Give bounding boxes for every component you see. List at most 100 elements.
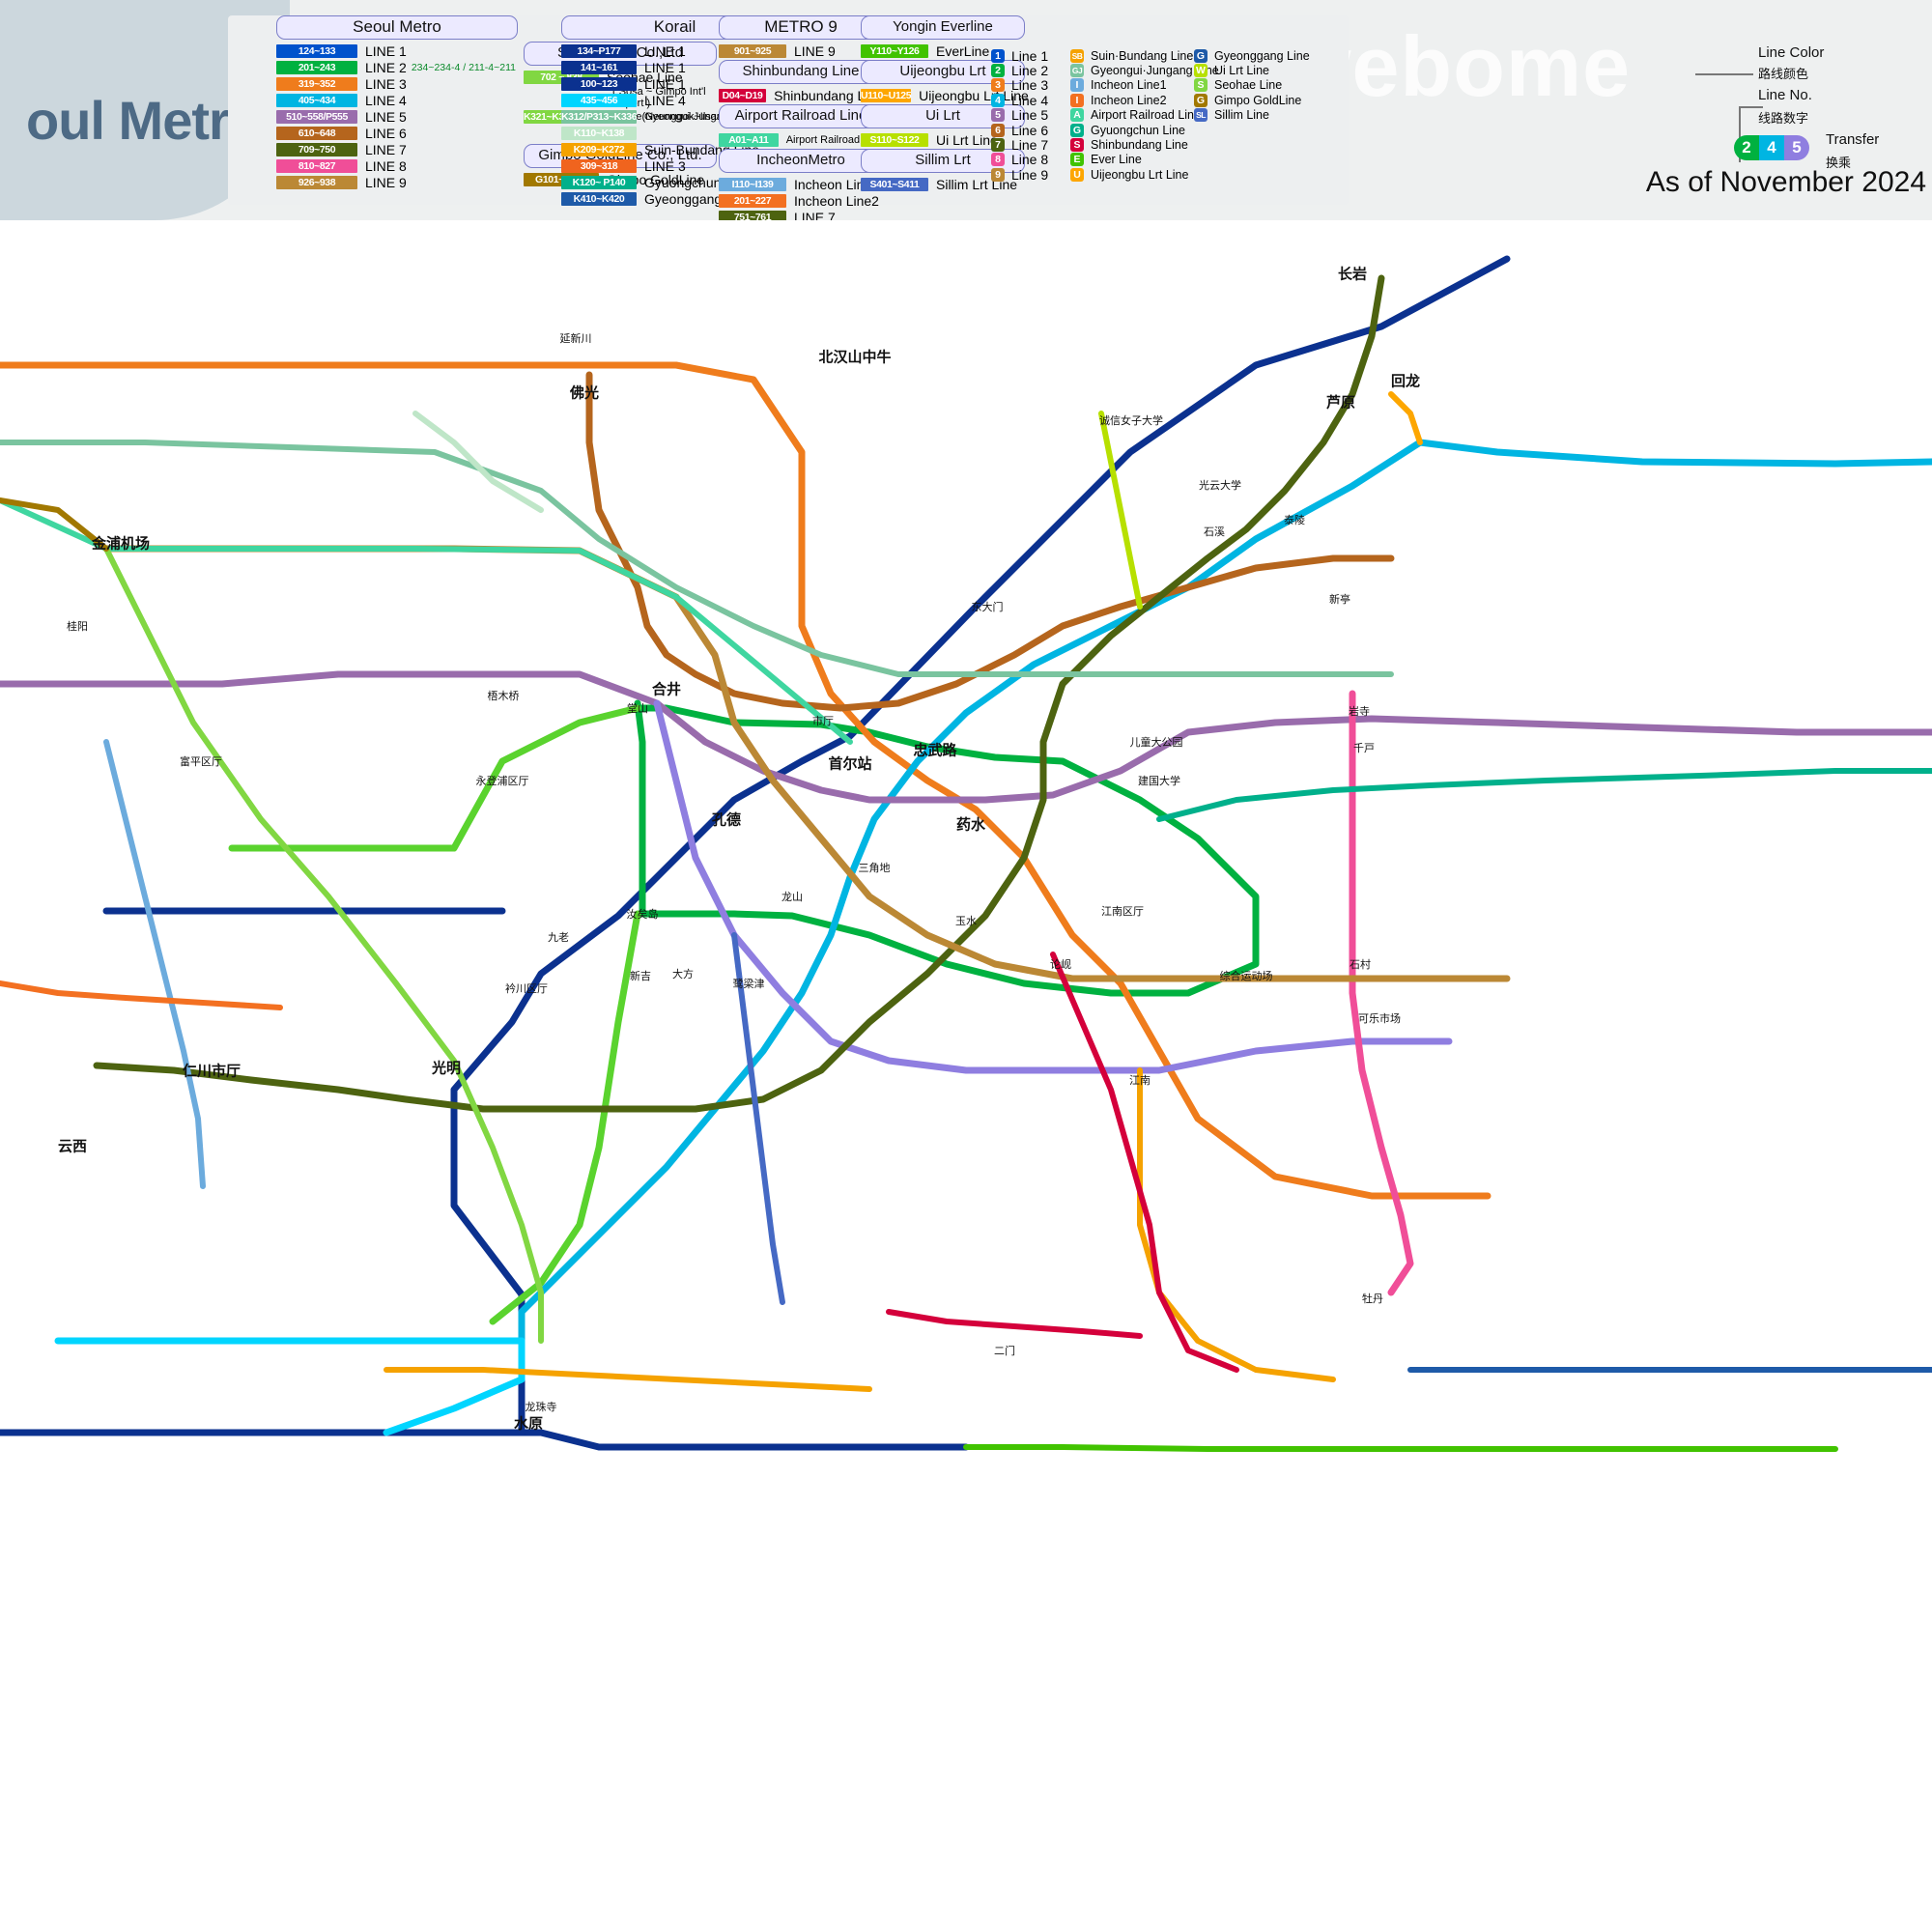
line-name-label: Incheon Line2 <box>1091 93 1167 107</box>
station-label[interactable]: 龙山 <box>781 892 803 903</box>
station-label[interactable]: 可乐市场 <box>1358 1013 1401 1025</box>
station-label[interactable]: 延新川 <box>559 333 592 345</box>
station-label[interactable]: 三角地 <box>858 863 891 874</box>
station-label[interactable]: 云西 <box>57 1138 88 1155</box>
legend-line-row: I Incheon Line1 <box>1070 78 1219 93</box>
station-label[interactable]: 北汉山中牛 <box>818 349 892 366</box>
legend-line-row: 4 Line 4 <box>991 93 1048 108</box>
legend-label: LINE 9 <box>365 174 407 190</box>
station-label[interactable]: 牡丹 <box>1362 1293 1383 1305</box>
legend-chip: 124~133 <box>276 43 357 58</box>
station-label[interactable]: 佛光 <box>569 384 600 402</box>
legend-chip: 201~243 <box>276 60 357 74</box>
station-label[interactable]: 岩寺 <box>1349 706 1370 718</box>
legend-rows-everline: Y110~Y126 EverLine <box>861 43 1025 59</box>
station-label[interactable]: 泰陵 <box>1284 515 1305 526</box>
line-name-label: Line 7 <box>1011 137 1049 154</box>
station-label[interactable]: 孔德 <box>711 811 742 829</box>
line-mark-icon: S <box>1070 138 1084 153</box>
station-label[interactable]: 光明 <box>431 1060 462 1077</box>
legend-header-airport: Airport Railroad Line <box>719 104 883 128</box>
station-label[interactable]: 石村 <box>1350 959 1371 971</box>
station-label[interactable]: 衿川区厅 <box>505 983 548 995</box>
legend-sub-label: 234~234-4 / 211-4~211 <box>411 61 517 73</box>
key-leader-line-color <box>1695 73 1753 75</box>
station-label[interactable]: 梧木桥 <box>487 691 520 702</box>
station-label[interactable]: 二门 <box>994 1346 1015 1357</box>
legend-chip: 901~925 <box>719 43 786 58</box>
legend-label: EverLine <box>936 43 990 59</box>
station-label[interactable]: 桂阳 <box>67 621 88 633</box>
legend-line-row: S Seohae Line <box>1194 78 1310 93</box>
station-label[interactable]: 石溪 <box>1204 526 1225 538</box>
key-transfer-cn: 换乘 <box>1826 156 1852 170</box>
legend-chip: K120~ P140 <box>561 175 637 189</box>
station-label[interactable]: 综合运动场 <box>1219 971 1273 982</box>
station-label[interactable]: 诚信女子大学 <box>1099 415 1163 427</box>
line-name-label: Incheon Line1 <box>1091 78 1167 93</box>
legend-group-everline: Yongin Everline Y110~Y126 EverLine <box>861 15 1025 60</box>
station-label[interactable]: 龙珠寺 <box>525 1402 557 1413</box>
station-label[interactable]: 市厅 <box>812 716 834 727</box>
station-label[interactable]: 江南区厅 <box>1101 906 1144 918</box>
legend-rows-shinbundang: D04~D19 Shinbundang Line <box>719 88 883 103</box>
legend-row: K120~ P140 Gyuongchun Line <box>561 175 788 190</box>
station-label[interactable]: 汝矣岛 <box>626 909 659 921</box>
line-mark-icon: 8 <box>991 153 1005 167</box>
station-label[interactable]: 永登浦区厅 <box>475 776 529 787</box>
line-name-label: Uijeongbu Lrt Line <box>1091 167 1189 182</box>
key-line-no-cn: 线路数字 <box>1758 111 1809 126</box>
line-mark-icon: G <box>1070 123 1084 137</box>
metro-map-canvas[interactable]: 金浦机场 佛光 延新川仁川市厅 首尔站 市厅忠武路 东大门合井 堂山永登浦区厅孔德三角地 药水… <box>0 220 1932 1932</box>
station-label[interactable]: 九老 <box>548 932 569 944</box>
station-label[interactable]: 芦原 <box>1325 394 1356 412</box>
station-label[interactable]: 千戸 <box>1353 743 1375 754</box>
legend-row: I110~I139 Incheon Line1 <box>719 177 883 192</box>
legend-label: LINE 3 <box>365 75 407 92</box>
legend-row: 134~P177 LINE 1 <box>561 43 788 59</box>
station-label[interactable]: 鹭梁津 <box>732 979 765 990</box>
legend-row: 709~750 LINE 7 <box>276 142 518 157</box>
station-label[interactable]: 忠武路 <box>913 742 957 759</box>
key-line-color-en: Line Color <box>1758 44 1825 61</box>
line-name-label: Gyeonggang Line <box>1214 48 1310 63</box>
station-label[interactable]: 建国大学 <box>1138 776 1180 787</box>
station-label[interactable]: 长岩 <box>1337 266 1368 283</box>
station-label[interactable]: 新吉 <box>630 971 651 982</box>
station-label[interactable]: 玉水 <box>955 916 977 927</box>
station-label[interactable]: 金浦机场 <box>91 535 151 553</box>
station-label[interactable]: 回龙 <box>1390 373 1421 390</box>
metro-line-graphics <box>0 255 1932 1452</box>
legend-chip: 926~938 <box>276 175 357 189</box>
station-label[interactable]: 药水 <box>955 816 986 834</box>
line-mark-icon: 5 <box>991 108 1005 123</box>
legend-row: 810~827 LINE 8 <box>276 158 518 174</box>
line-name-label: Ever Line <box>1091 153 1142 167</box>
station-label[interactable]: 大方 <box>672 969 694 980</box>
station-label[interactable]: 水原 <box>513 1415 544 1433</box>
station-label[interactable]: 首尔站 <box>828 755 872 773</box>
station-label[interactable]: 合井 <box>651 681 682 698</box>
station-label[interactable]: 论岘 <box>1050 959 1071 971</box>
legend-label: Shinbundang Line <box>774 87 883 103</box>
station-label[interactable]: 富平区厅 <box>180 756 222 768</box>
legend-line-row: G Gyeonggang Line <box>1194 48 1310 63</box>
legend-row: Y110~Y126 EverLine <box>861 43 1025 59</box>
station-label[interactable]: 仁川市厅 <box>182 1063 242 1080</box>
station-label[interactable]: 江南 <box>1129 1075 1151 1087</box>
line-name-label: Line 6 <box>1011 122 1049 138</box>
legend-group-incheon: IncheonMetro I110~I139 Incheon Line1 201~2… <box>719 149 883 226</box>
legend-chip: A01~A11 <box>719 132 779 147</box>
legend-row: 319~352 LINE 3 <box>276 76 518 92</box>
line-name-label: Airport Railroad Line <box>1091 108 1201 123</box>
page-title: oul Metro <box>26 90 262 151</box>
station-label[interactable]: 堂山 <box>627 703 648 715</box>
station-label[interactable]: 东大门 <box>971 602 1004 613</box>
key-line-no-en: Line No. <box>1758 87 1812 103</box>
station-label[interactable]: 儿童大公园 <box>1129 737 1183 749</box>
legend-group-metro9: METRO 9 901~925 LINE 9 <box>719 15 883 60</box>
legend-chip: 610~648 <box>276 126 357 140</box>
station-label[interactable]: 新亭 <box>1329 594 1350 606</box>
station-label[interactable]: 光云大学 <box>1199 480 1241 492</box>
legend-group-seoul-metro: Seoul Metro 124~133 LINE 1 201~243 LINE 2 23… <box>276 15 518 191</box>
